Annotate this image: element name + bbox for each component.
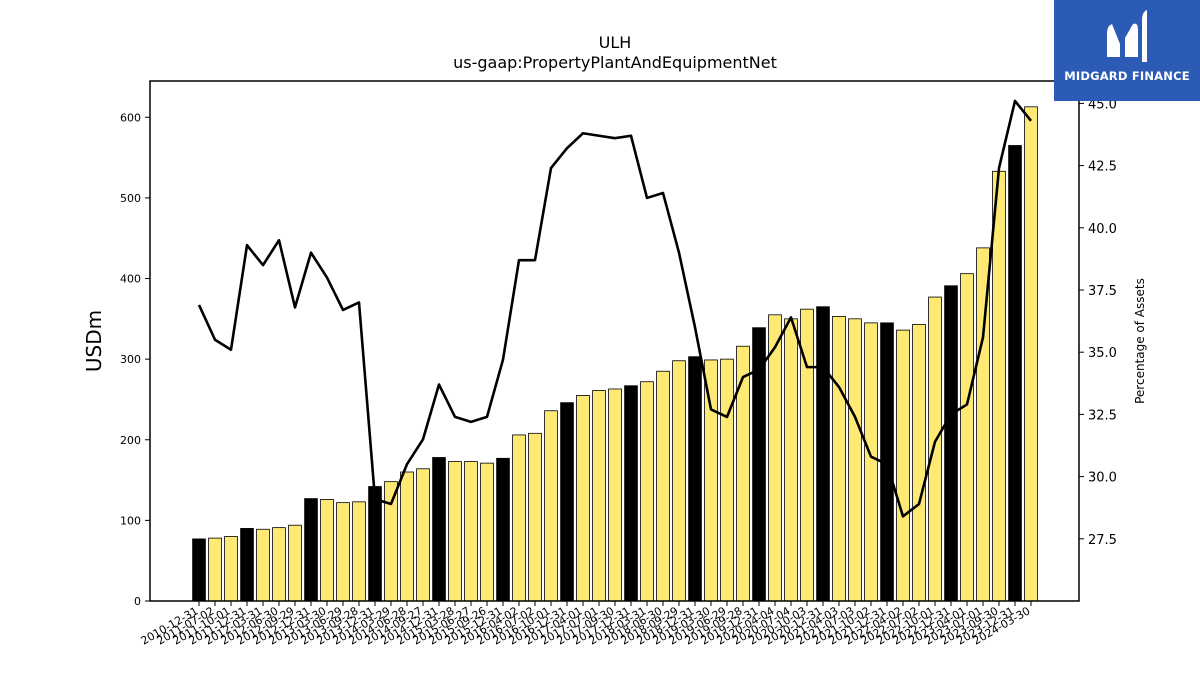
bar bbox=[896, 329, 910, 602]
bar bbox=[288, 524, 302, 602]
y2-tick-label: 30.0 bbox=[1088, 471, 1117, 486]
bar bbox=[208, 537, 222, 602]
bar bbox=[704, 359, 718, 602]
chart-subtitle: us-gaap:PropertyPlantAndEquipmentNet bbox=[453, 53, 777, 72]
y2-tick-label: 32.5 bbox=[1088, 408, 1117, 423]
bar bbox=[544, 410, 558, 602]
bar bbox=[320, 499, 334, 602]
line-group bbox=[197, 99, 1033, 518]
y2-tick-label: 37.5 bbox=[1088, 284, 1117, 299]
bar bbox=[528, 432, 542, 602]
bar bbox=[592, 390, 606, 602]
y-tick-label: 600 bbox=[120, 111, 141, 124]
y-tick-label: 200 bbox=[120, 434, 141, 447]
bar bbox=[672, 360, 686, 602]
bar bbox=[368, 486, 382, 602]
bar bbox=[640, 381, 654, 602]
bar bbox=[848, 318, 862, 602]
bar bbox=[400, 471, 414, 602]
bar bbox=[224, 536, 238, 602]
logo-text: MIDGARD FINANCE bbox=[1064, 69, 1190, 83]
bar bbox=[304, 498, 318, 602]
y-axis: 0 100 200 300 400 500 600 bbox=[120, 111, 150, 608]
chart-title: ULH bbox=[599, 33, 632, 52]
y-tick-label: 100 bbox=[120, 514, 141, 527]
bar bbox=[448, 461, 462, 602]
bar bbox=[336, 502, 350, 602]
y-tick-label: 300 bbox=[120, 353, 141, 366]
bar bbox=[912, 324, 926, 602]
y2-tick-label: 42.5 bbox=[1088, 160, 1117, 175]
bar bbox=[576, 395, 590, 602]
bar bbox=[512, 434, 526, 602]
bar bbox=[432, 457, 446, 602]
logo-mark-icon bbox=[1107, 10, 1147, 62]
bar bbox=[736, 345, 750, 602]
bar bbox=[656, 370, 670, 602]
bar bbox=[1024, 106, 1038, 602]
bar bbox=[864, 322, 878, 602]
bar bbox=[992, 170, 1006, 602]
bar bbox=[688, 356, 702, 602]
y-tick-label: 500 bbox=[120, 192, 141, 205]
bar bbox=[816, 306, 830, 602]
bar bbox=[192, 538, 206, 602]
bars-group bbox=[192, 106, 1038, 602]
bar bbox=[352, 501, 366, 602]
bar bbox=[272, 527, 286, 602]
bar bbox=[720, 358, 734, 602]
bar bbox=[608, 388, 622, 602]
bar bbox=[560, 402, 574, 602]
y-tick-label: 0 bbox=[134, 595, 141, 608]
bar bbox=[928, 296, 942, 602]
y-axis-label: USDm bbox=[82, 310, 106, 372]
y2-tick-label: 45.0 bbox=[1088, 97, 1117, 112]
x-axis: 2010-12-312011-07-022011-10-012011-12-31… bbox=[139, 601, 1033, 648]
bar bbox=[624, 385, 638, 602]
bar bbox=[1008, 145, 1022, 602]
bar bbox=[480, 462, 494, 602]
bar bbox=[384, 481, 398, 602]
y2-tick-label: 35.0 bbox=[1088, 346, 1117, 361]
y2-tick-label: 40.0 bbox=[1088, 222, 1117, 237]
bar bbox=[240, 528, 254, 602]
bar bbox=[768, 314, 782, 602]
y2-axis: 27.5 30.0 32.5 35.0 37.5 40.0 42.5 45.0 bbox=[1079, 97, 1117, 548]
brand-logo: MIDGARD FINANCE bbox=[1054, 0, 1200, 101]
y-tick-label: 400 bbox=[120, 273, 141, 286]
bar bbox=[416, 468, 430, 602]
bar bbox=[256, 528, 270, 602]
y2-axis-label: Percentage of Assets bbox=[1133, 278, 1147, 404]
bar bbox=[960, 273, 974, 602]
bar bbox=[832, 316, 846, 602]
y2-tick-label: 27.5 bbox=[1088, 533, 1117, 548]
bar bbox=[496, 457, 510, 602]
pct-line bbox=[197, 99, 1033, 518]
bar bbox=[464, 461, 478, 602]
bar bbox=[784, 318, 798, 602]
bar bbox=[944, 285, 958, 602]
